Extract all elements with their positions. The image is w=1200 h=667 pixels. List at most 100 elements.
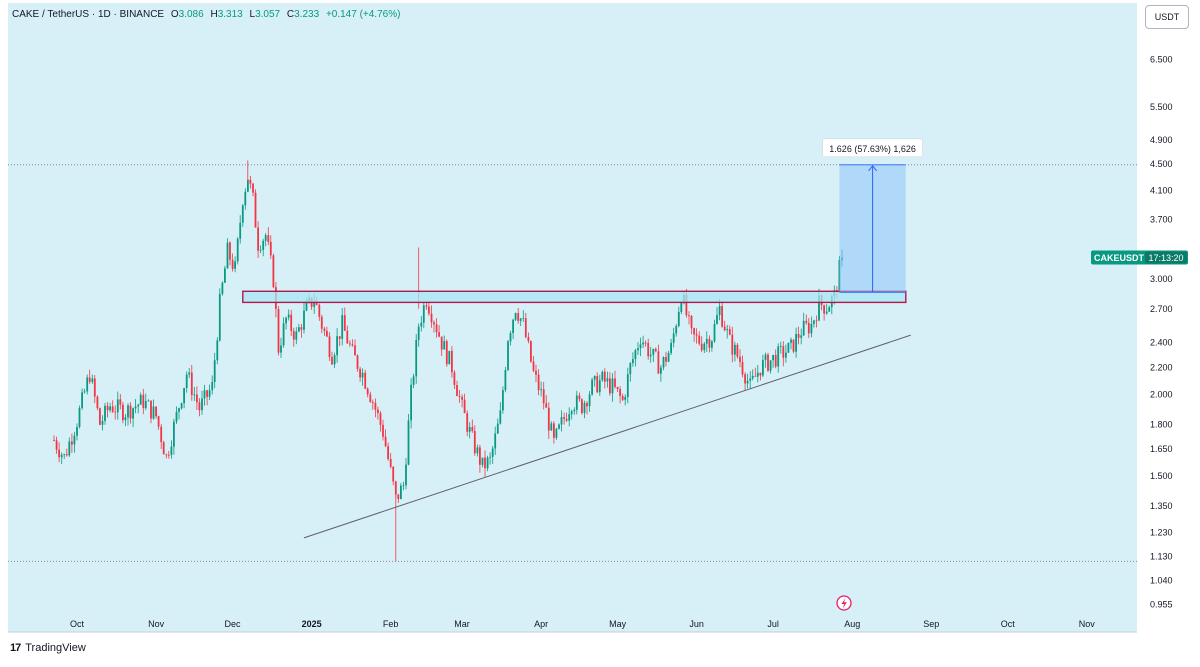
- candle-body: [535, 370, 537, 375]
- candle-body: [703, 343, 706, 351]
- ascending-trendline[interactable]: [303, 334, 911, 539]
- candle-body: [458, 395, 461, 397]
- candle-body: [349, 343, 351, 345]
- candle-body: [430, 313, 433, 323]
- price-tick-label: 1.040: [1150, 575, 1173, 585]
- candle-body: [206, 390, 208, 397]
- candle-body: [203, 390, 206, 399]
- candle-body: [721, 306, 723, 327]
- candle-body: [675, 326, 678, 334]
- candle-body: [555, 428, 558, 438]
- candle-body: [150, 400, 152, 419]
- candle-body: [609, 378, 611, 394]
- candle-body: [667, 353, 670, 362]
- candle-body: [315, 301, 318, 305]
- candle-body: [303, 310, 305, 330]
- dotted-lines: [8, 164, 1137, 562]
- candle-body: [387, 446, 389, 459]
- high-label: H: [210, 9, 218, 20]
- candle-body: [632, 359, 634, 364]
- event-flash-icon[interactable]: [836, 595, 852, 611]
- candle-body: [247, 179, 249, 192]
- candle-body: [818, 295, 820, 321]
- plot-area[interactable]: [8, 3, 1137, 632]
- candle-body: [305, 301, 308, 311]
- candle-body: [777, 346, 780, 367]
- candle-body: [560, 417, 563, 425]
- drawings: 1.626 (57.63%) 1,626: [242, 138, 923, 539]
- price-axis[interactable]: 6.500 5.500 4.900 4.500 4.100 3.700 3.000 2.700…: [1150, 55, 1173, 610]
- candle-body: [361, 372, 364, 378]
- range-label-box: [822, 138, 923, 158]
- candle-body: [410, 384, 412, 421]
- candle-body: [193, 394, 196, 396]
- time-axis[interactable]: Oct Nov Dec 2025 Feb Mar Apr May Jun Jul Aug Sep Oct…: [70, 619, 1095, 629]
- candle-body: [767, 354, 769, 371]
- candle-body: [479, 447, 481, 465]
- candle-body: [282, 323, 285, 346]
- candle-body: [626, 374, 629, 397]
- candle-body: [420, 322, 423, 327]
- candle-body: [241, 205, 244, 223]
- candle-body: [647, 342, 650, 357]
- candle-body: [570, 411, 573, 415]
- currency-button[interactable]: USDT: [1145, 5, 1189, 29]
- time-tick-label: Aug: [844, 619, 860, 629]
- candle-body: [746, 380, 749, 384]
- candle-body: [78, 407, 81, 427]
- symbol-title[interactable]: CAKE / TetherUS · 1D · BINANCE: [12, 9, 165, 20]
- tradingview-logo-icon: 17: [10, 642, 21, 654]
- price-tick-label: 4.500: [1150, 159, 1173, 169]
- candle-body: [695, 334, 698, 336]
- candle-body: [343, 315, 346, 331]
- candle-body: [481, 457, 484, 465]
- candle-body: [433, 322, 435, 325]
- candle-body: [583, 402, 586, 414]
- candle-body: [165, 454, 168, 456]
- tradingview-brand[interactable]: 17 TradingView: [10, 642, 86, 654]
- candle-body: [517, 313, 520, 321]
- candle-body: [394, 481, 397, 495]
- candle-body: [132, 408, 134, 419]
- open-value: 3.086: [178, 9, 204, 20]
- candle-body: [471, 427, 474, 431]
- candle-body: [660, 367, 662, 374]
- candle-body: [785, 352, 787, 358]
- candle-body: [448, 350, 451, 365]
- candle-body: [662, 357, 665, 368]
- candle-body: [522, 318, 525, 319]
- candle-body: [106, 405, 109, 411]
- candle-body: [558, 424, 560, 429]
- candle-body: [611, 378, 614, 394]
- candle-body: [774, 355, 777, 367]
- candle-body: [417, 326, 420, 340]
- change-value: +0.147 (+4.76%): [325, 9, 401, 20]
- candle-body: [346, 330, 349, 344]
- time-tick-label: 2025: [302, 619, 322, 629]
- candle-body: [285, 317, 287, 324]
- candle-body: [213, 360, 216, 382]
- candle-body: [402, 485, 405, 487]
- candle-body: [435, 324, 438, 333]
- candle-body: [813, 320, 815, 324]
- candle-body: [374, 402, 377, 410]
- candle-body: [468, 427, 471, 432]
- candle-body: [489, 456, 491, 458]
- candle-body: [218, 293, 221, 341]
- candle-body: [524, 318, 527, 337]
- candle-body: [287, 314, 290, 318]
- candle-body: [764, 354, 767, 360]
- candle-body: [542, 389, 545, 404]
- candle-body: [412, 376, 415, 385]
- candle-body: [698, 335, 701, 344]
- resistance-zone[interactable]: [242, 290, 907, 304]
- candle-body: [519, 318, 522, 321]
- candle-body: [749, 378, 752, 381]
- candle-body: [198, 402, 201, 411]
- candle-body: [463, 399, 466, 414]
- candle-body: [734, 344, 736, 355]
- candle-body: [336, 336, 338, 356]
- candle-body: [670, 342, 672, 354]
- candle-body: [504, 370, 507, 391]
